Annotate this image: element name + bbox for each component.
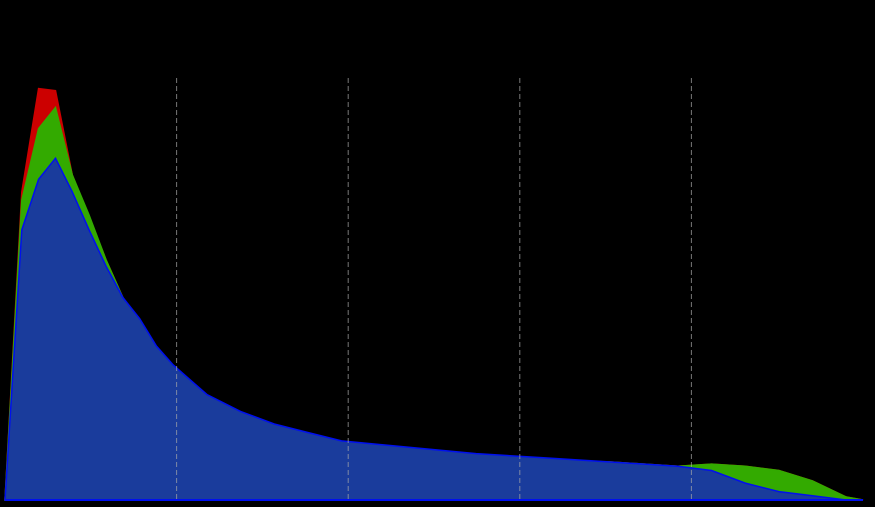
channel-area bbox=[4, 156, 863, 501]
